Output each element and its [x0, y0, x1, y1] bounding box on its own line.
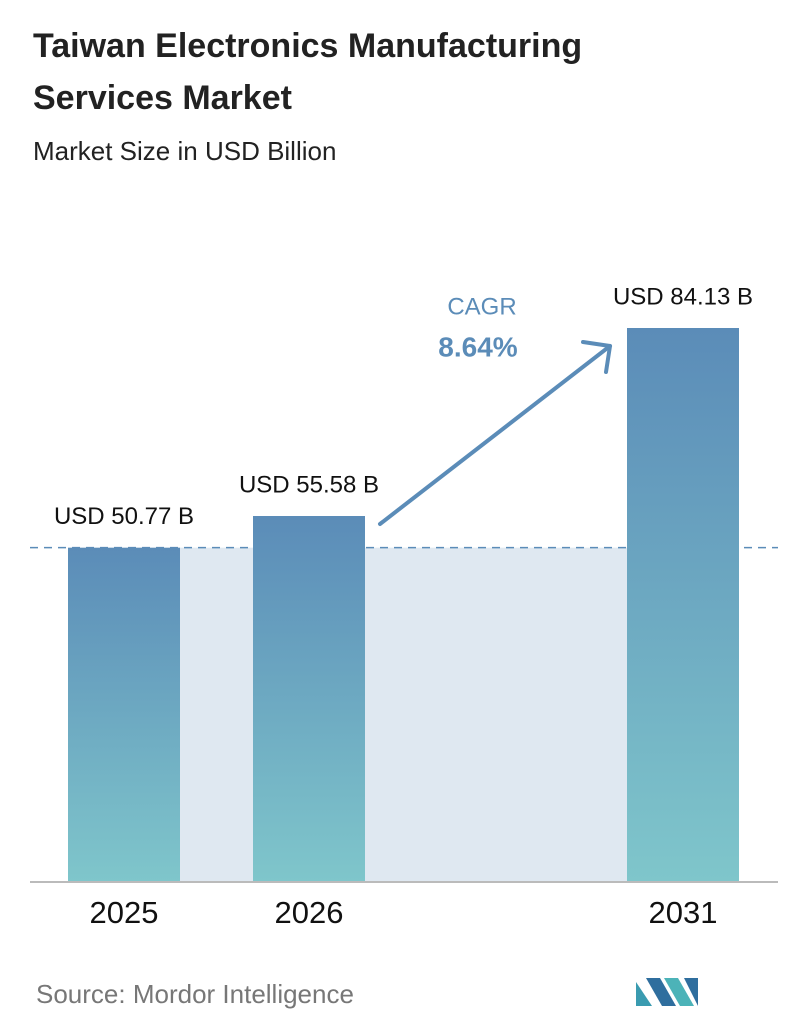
bar [253, 516, 365, 882]
value-label: USD 50.77 B [54, 503, 194, 530]
x-tick-label: 2031 [649, 895, 718, 930]
source: Source: Mordor Intelligence [36, 979, 354, 1009]
x-tick-label: 2025 [90, 895, 159, 930]
cagr-value: 8.64% [438, 331, 517, 362]
value-label: USD 55.58 B [239, 471, 379, 498]
x-tick-label: 2026 [275, 895, 344, 930]
logo [636, 978, 698, 1006]
reference-band [180, 547, 627, 882]
plot-area: USD 50.77 B 2025 USD 55.58 B 2026 USD 84.13 … [30, 283, 778, 930]
value-label: USD 84.13 B [613, 283, 753, 310]
bar [627, 328, 739, 882]
chart-title: Taiwan Electronics Manufacturing Services… [33, 27, 582, 117]
chart-subtitle: Market Size in USD Billion [33, 136, 336, 166]
cagr-arrow [378, 340, 612, 526]
cagr-label: CAGR [447, 293, 516, 320]
bar [68, 547, 180, 882]
